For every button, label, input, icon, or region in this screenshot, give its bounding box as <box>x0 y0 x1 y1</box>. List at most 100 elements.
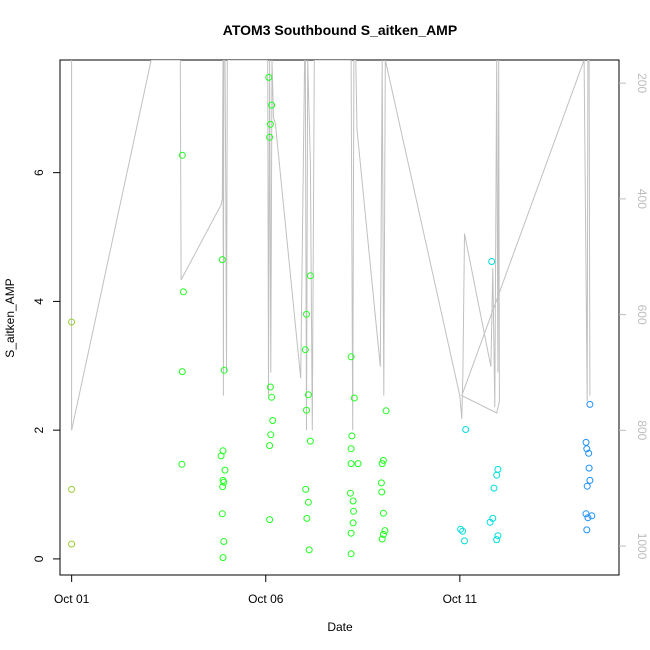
data-point <box>347 353 355 361</box>
data-point <box>586 476 594 484</box>
data-point <box>378 460 386 468</box>
data-point <box>457 525 465 533</box>
y-axis-right: 200 400 600 800 1000 <box>619 73 649 560</box>
data-point <box>303 406 310 414</box>
data-point <box>269 417 277 424</box>
data-point <box>306 437 314 445</box>
data-point <box>68 485 76 493</box>
data-point <box>493 536 501 544</box>
data-point <box>266 383 274 391</box>
line-series <box>71 60 591 431</box>
data-point <box>583 482 591 490</box>
data-point <box>266 516 274 524</box>
data-point <box>221 466 229 474</box>
plot-border <box>59 59 620 576</box>
data-point <box>379 509 387 517</box>
data-point <box>178 460 186 468</box>
data-point <box>302 485 310 493</box>
data-point <box>219 554 227 562</box>
data-point <box>350 394 358 402</box>
data-point <box>268 101 276 109</box>
points-layer <box>68 73 596 562</box>
data-point <box>68 540 76 548</box>
data-point <box>220 366 228 374</box>
data-point <box>220 478 228 486</box>
data-point <box>219 447 227 455</box>
data-point <box>379 530 387 538</box>
data-point <box>303 310 310 318</box>
data-point <box>266 442 274 450</box>
data-point <box>462 426 470 433</box>
y-tick-label: 4 <box>32 298 46 305</box>
data-point <box>178 151 186 159</box>
data-point <box>584 514 592 522</box>
y-tick-label: 2 <box>32 427 46 434</box>
data-point <box>218 256 226 264</box>
data-point <box>349 497 357 505</box>
x-axis: Oct 01 Oct 06 Oct 11 <box>54 575 477 606</box>
data-point <box>268 393 276 401</box>
data-point <box>346 489 354 497</box>
data-point <box>585 464 593 472</box>
data-point <box>381 527 389 535</box>
data-point <box>379 456 387 464</box>
data-point <box>582 438 590 446</box>
data-point <box>305 546 313 554</box>
y2-tick-label: 1000 <box>635 533 649 560</box>
data-point <box>349 519 357 527</box>
y-axis-label: S_aitken_AMP <box>3 278 17 357</box>
data-point <box>382 407 390 415</box>
data-point <box>306 272 314 280</box>
data-point <box>220 538 228 545</box>
y-axis: 0 2 4 6 <box>32 169 60 562</box>
data-point <box>461 537 468 545</box>
data-point <box>378 535 386 543</box>
data-point <box>378 488 386 496</box>
data-point <box>583 526 591 534</box>
y2-tick-label: 400 <box>635 189 649 209</box>
data-point <box>494 465 502 473</box>
y2-tick-label: 200 <box>635 73 649 93</box>
line-series-layer <box>71 60 591 431</box>
data-point <box>304 498 312 506</box>
x-tick-label: Oct 11 <box>443 592 478 606</box>
data-point <box>494 532 502 540</box>
data-point <box>486 518 494 526</box>
data-point <box>493 471 501 479</box>
x-tick-label: Oct 01 <box>54 592 90 606</box>
x-axis-label: Date <box>327 620 353 634</box>
y-tick-label: 6 <box>32 169 46 176</box>
data-point <box>583 445 591 453</box>
data-point <box>348 432 356 440</box>
data-point <box>350 507 357 515</box>
data-point <box>267 431 275 439</box>
y-tick-label: 0 <box>32 555 46 562</box>
data-point <box>347 460 355 468</box>
data-point <box>265 73 273 81</box>
y2-tick-label: 800 <box>635 420 649 440</box>
data-point <box>377 479 385 487</box>
data-point <box>347 529 355 537</box>
data-point <box>301 346 309 354</box>
x-tick-label: Oct 06 <box>248 592 284 606</box>
chart-title: ATOM3 Southbound S_aitken_AMP <box>223 22 457 38</box>
data-point <box>178 368 186 376</box>
data-point <box>219 483 227 491</box>
data-point <box>68 318 76 326</box>
data-point <box>459 527 467 535</box>
data-point <box>585 449 593 457</box>
data-point <box>588 512 596 520</box>
data-point <box>303 514 311 522</box>
data-point <box>354 460 362 468</box>
data-point <box>347 445 355 453</box>
data-point <box>490 484 498 492</box>
data-point <box>586 400 594 408</box>
data-point <box>179 288 187 296</box>
data-point <box>488 258 496 265</box>
data-point <box>218 510 226 518</box>
data-point <box>347 550 355 558</box>
data-point <box>304 391 312 399</box>
y2-tick-label: 600 <box>635 305 649 325</box>
data-point <box>266 120 274 128</box>
